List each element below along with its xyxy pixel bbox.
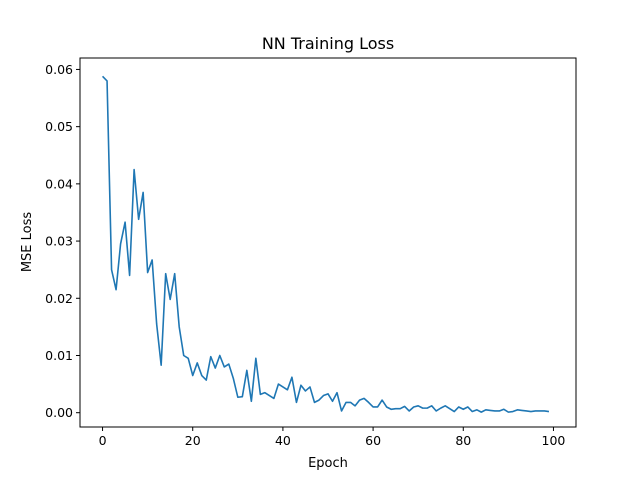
axes-frame (79, 57, 577, 428)
x-tick-label: 80 (455, 433, 471, 448)
series-line-0 (101, 75, 550, 413)
y-axis-label: MSE Loss (20, 212, 35, 273)
x-tick-label: 20 (185, 433, 201, 448)
x-axis: 0 20 40 60 80 100 (99, 427, 566, 448)
x-tick-label: 100 (542, 433, 566, 448)
x-axis-label: Epoch (308, 456, 348, 471)
y-tick-label: 0.04 (45, 176, 73, 191)
x-tick-label: 60 (365, 433, 381, 448)
y-tick-label: 0.01 (45, 348, 73, 363)
chart-title: NN Training Loss (262, 34, 394, 53)
y-tick-label: 0.06 (45, 62, 73, 77)
y-tick-label: 0.05 (45, 119, 73, 134)
plot-area (101, 75, 550, 413)
x-tick-label: 0 (99, 433, 107, 448)
y-tick-label: 0.02 (45, 291, 73, 306)
y-tick-label: 0.03 (45, 234, 73, 249)
x-tick-label: 40 (275, 433, 291, 448)
y-axis: 0.00 0.01 0.02 0.03 0.04 0.05 0.06 (45, 62, 80, 420)
y-tick-label: 0.00 (45, 405, 73, 420)
